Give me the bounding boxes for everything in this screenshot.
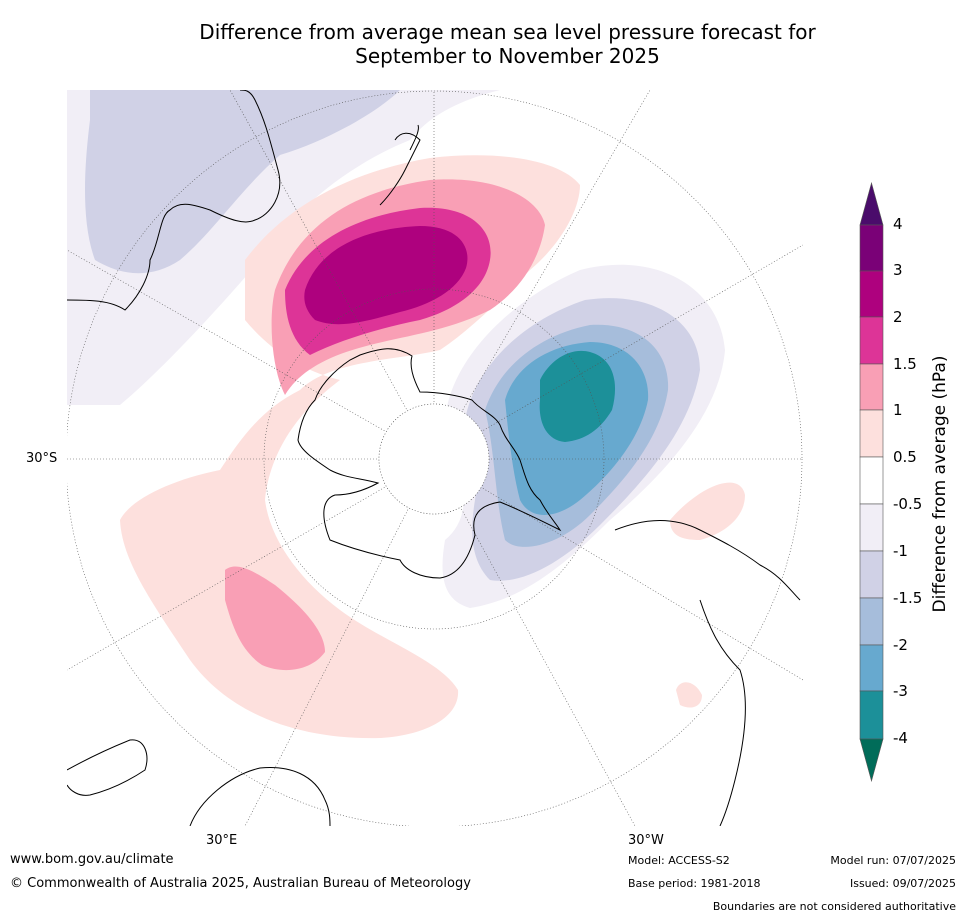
coastline-australia [67,90,281,311]
graticule-circle-mid [263,288,605,630]
colorbar-tick: 2 [893,308,903,326]
pos-anomaly-small [676,682,702,708]
pos-anomaly-lower [225,566,325,671]
colorbar-swatch-3-4 [859,224,884,272]
lat-label-30s: 30°S [26,451,58,466]
colorbar-tick: 1 [893,401,903,419]
map-title: Difference from average mean sea level p… [0,20,965,68]
colorbar-tick: 1.5 [893,355,917,373]
colorbar-swatch-neg2-neg3 [859,644,884,692]
title-line-1: Difference from average mean sea level p… [199,20,816,44]
colorbar-swatch-neutral [859,456,884,505]
coastline-new-zealand [379,124,421,206]
colorbar-swatch-1-1.5 [859,363,884,411]
graticule-meridians [67,90,803,826]
colorbar-tick: -1 [893,542,908,560]
footer-base-period: Base period: 1981-2018 [628,877,761,890]
colorbar-title: Difference from average (hPa) [930,355,950,613]
coastlines [67,90,801,826]
pos-anomaly-south-america [670,482,745,540]
colorbar-tick: -4 [893,729,908,747]
pos-anomaly-2-3 [304,226,468,325]
colorbar-swatch-neg1-neg1.5 [859,550,884,599]
coastline-antarctica [297,348,562,579]
title-line-2: September to November 2025 [355,44,660,68]
footer-issued: Issued: 09/07/2025 [849,877,956,890]
colorbar-swatch-0.5-1 [859,409,884,458]
colorbar-swatch-2-3 [859,270,884,318]
colorbar-tick: 0.5 [893,448,917,466]
south-pole-region [378,403,490,515]
colorbar-swatch-1.5-2 [859,316,884,365]
lon-label-30e: 30°E [206,833,238,848]
footer-boundaries-note: Boundaries are not considered authoritat… [712,900,956,913]
colorbar-extend-bottom [859,738,884,783]
colorbar-tick: -3 [893,682,908,700]
coastline-madagascar [67,739,148,796]
footer-model-run: Model run: 07/07/2025 [830,854,956,867]
colorbar-tick: -1.5 [893,589,923,607]
graticule-circle-outer [67,90,803,826]
colorbar-swatch-neg1.5-neg2 [859,597,884,646]
colorbar [859,181,884,783]
footer-copyright: © Commonwealth of Australia 2025, Austra… [10,876,471,891]
colorbar-tick: -0.5 [893,495,923,513]
colorbar-tick: -2 [893,636,908,654]
coastline-africa [189,766,331,826]
colorbar-swatch-neg0.5-neg1 [859,503,884,552]
footer-model: Model: ACCESS-S2 [628,854,730,867]
lon-label-30w: 30°W [628,833,664,848]
colorbar-swatch-neg3-neg4 [859,690,884,740]
footer-website-link[interactable]: www.bom.gov.au/climate [10,852,174,867]
neg-anomaly-upper-left-1 [85,90,400,274]
colorbar-tick: 4 [893,215,903,233]
coastline-south-america [614,520,801,826]
neg-anomaly-4 [539,350,616,442]
colorbar-tick: 3 [893,261,903,279]
colorbar-extend-top [859,181,884,226]
